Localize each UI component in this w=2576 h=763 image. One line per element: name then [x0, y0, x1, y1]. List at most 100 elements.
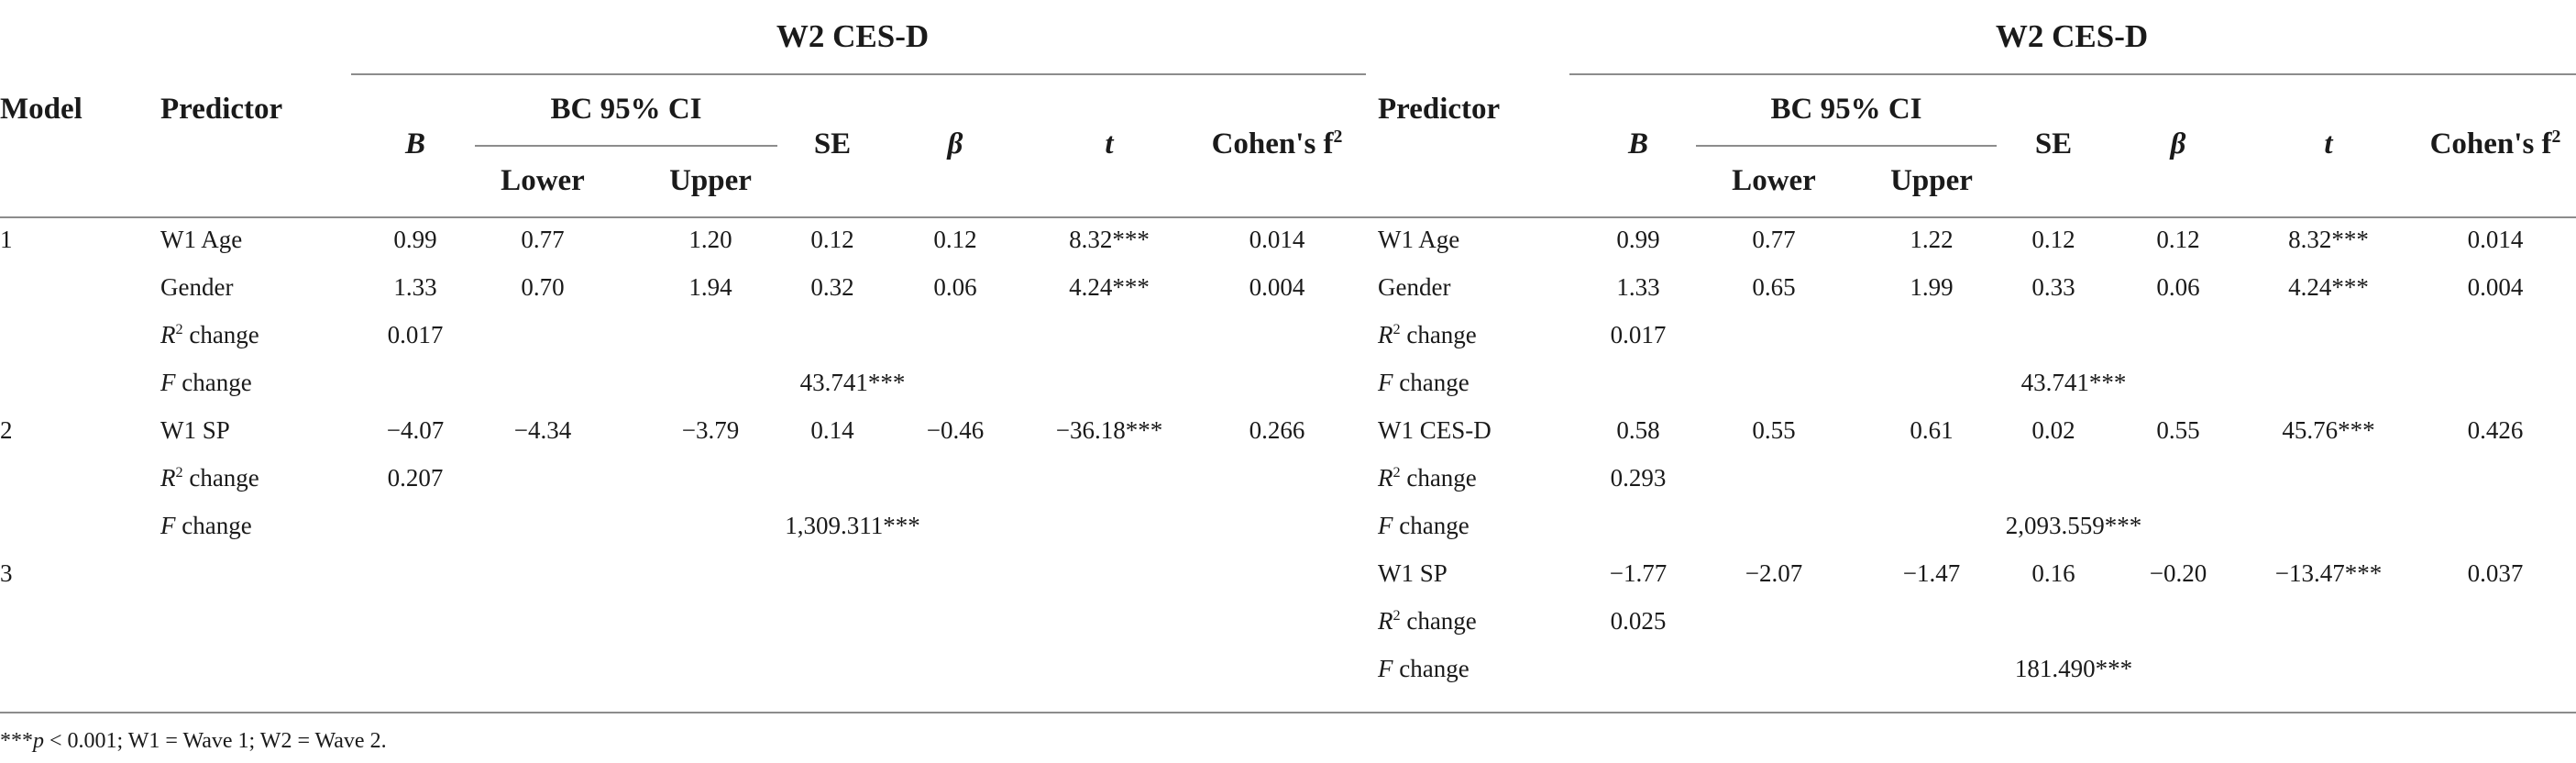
f-change-number-right: 2,093.559	[2005, 512, 2105, 539]
f-change-stars-right: ***	[2088, 369, 2127, 396]
cell-lower-left: −4.34	[513, 416, 572, 444]
header-t-right: t	[2324, 127, 2333, 160]
cell-f2-right: 0.004	[2467, 273, 2524, 301]
predictor-right: W1 CES-D	[1378, 416, 1492, 444]
f-change-value-right: 2,093.559***	[2006, 514, 2142, 538]
r2-rest-right: change	[1400, 607, 1477, 635]
f-letter-right: F	[1378, 512, 1393, 539]
cell-beta-left: 0.06	[933, 273, 977, 301]
model-number: 3	[0, 559, 13, 587]
cell-se-right: 0.12	[2031, 226, 2075, 253]
header-cohen-left: Cohen's f2	[1211, 127, 1343, 160]
header-lower-left: Lower	[501, 164, 585, 197]
header-cohen-sup-right: 2	[2551, 127, 2561, 147]
cell-t-left: 4.24***	[1069, 275, 1150, 300]
r2-value-right: 0.025	[1610, 607, 1667, 635]
cell-b-left: 1.33	[393, 273, 437, 301]
group-rule-right	[1569, 73, 2576, 75]
header-se-right: SE	[2034, 127, 2073, 160]
f-change-number-right: 181.490	[2014, 655, 2096, 682]
f-change-stars-right: ***	[2104, 512, 2142, 539]
f-rest-right: change	[1393, 369, 1470, 396]
r2-change-label-left: R2 change	[160, 465, 259, 491]
cell-beta-left: 0.12	[933, 226, 977, 253]
cell-upper-right: 1.22	[1910, 226, 1954, 253]
r2-change-label-right: R2 change	[1378, 321, 1477, 348]
cell-b-right: 0.58	[1616, 416, 1660, 444]
r2-change-label-left: R2 change	[160, 321, 259, 348]
f-change-label-right: F change	[1378, 514, 1470, 538]
header-lower-right: Lower	[1732, 164, 1816, 197]
header-cohen-right: Cohen's f2	[2429, 127, 2561, 160]
header-predictor-right: Predictor	[1378, 93, 1501, 126]
header-cohen-text-left: Cohen's f	[1211, 127, 1334, 160]
cell-lower-left: 0.70	[521, 273, 565, 301]
footnote-text: < 0.001; W1 = Wave 1; W2 = Wave 2.	[44, 729, 387, 753]
cell-f2-right: 0.014	[2467, 226, 2524, 253]
cell-se-right: 0.33	[2031, 273, 2075, 301]
cell-upper-right: 1.99	[1910, 273, 1954, 301]
cell-t-value-right: −13.47	[2274, 559, 2345, 587]
r2-letter-right: R	[1378, 607, 1393, 635]
cell-b-left: 0.99	[393, 226, 437, 253]
cell-t-right: 8.32***	[2288, 227, 2369, 252]
header-t-left: t	[1105, 127, 1114, 160]
f-change-stars-left: ***	[867, 369, 906, 396]
header-upper-right: Upper	[1890, 164, 1973, 197]
predictor-left: W1 SP	[160, 416, 230, 444]
cell-beta-right: 0.12	[2156, 226, 2200, 253]
cell-lower-left: 0.77	[521, 226, 565, 253]
r2-rest-right: change	[1400, 464, 1477, 492]
r2-rest-left: change	[182, 321, 259, 348]
cell-t-stars-left: ***	[1125, 416, 1163, 444]
cell-se-left: 0.14	[810, 416, 854, 444]
r2-value-right: 0.293	[1610, 464, 1667, 492]
r2-sup-right: 2	[1393, 464, 1401, 481]
cell-t-stars-right: ***	[2338, 416, 2375, 444]
cell-t-stars-right: ***	[2344, 559, 2383, 587]
predictor-left: Gender	[160, 273, 234, 301]
cell-upper-right: −1.47	[1902, 559, 1961, 587]
r2-sup-right: 2	[1393, 607, 1401, 624]
cell-beta-right: 0.06	[2156, 273, 2200, 301]
r2-value-right: 0.017	[1610, 321, 1667, 348]
cell-b-right: 0.99	[1616, 226, 1660, 253]
header-upper-left: Upper	[669, 164, 752, 197]
f-change-number-left: 1,309.311	[785, 512, 884, 539]
f-change-label-left: F change	[160, 514, 252, 538]
header-ci-right: BC 95% CI	[1770, 93, 1922, 126]
cell-t-value-left: 4.24	[1069, 273, 1113, 301]
r2-value-left: 0.207	[387, 464, 444, 492]
f-letter-right: F	[1378, 655, 1393, 682]
r2-change-label-right: R2 change	[1378, 464, 1477, 492]
cell-se-right: 0.02	[2031, 416, 2075, 444]
cell-t-value-right: 8.32	[2288, 226, 2332, 253]
f-change-label-left: F change	[160, 370, 252, 395]
ci-rule-left	[475, 145, 777, 147]
cell-upper-right: 0.61	[1910, 416, 1954, 444]
ci-rule-right	[1696, 145, 1997, 147]
f-change-stars-right: ***	[2095, 655, 2133, 682]
cell-t-stars-left: ***	[1112, 226, 1150, 253]
model-number: 2	[0, 416, 13, 444]
cell-f2-left: 0.266	[1249, 416, 1305, 444]
cell-se-right: 0.16	[2031, 559, 2075, 587]
cell-upper-left: 1.20	[688, 226, 732, 253]
r2-letter-right: R	[1378, 321, 1393, 348]
header-predictor-left: Predictor	[160, 93, 283, 126]
header-b-left: B	[404, 127, 426, 160]
header-cohen-text-right: Cohen's f	[2429, 127, 2552, 160]
f-change-number-right: 43.741	[2020, 369, 2089, 396]
cell-t-value-right: 4.24	[2288, 273, 2332, 301]
cell-t-right: −13.47***	[2275, 561, 2382, 586]
f-letter-left: F	[160, 369, 176, 396]
cell-se-left: 0.32	[810, 273, 854, 301]
header-ci-left: BC 95% CI	[550, 93, 702, 126]
r2-sup-left: 2	[175, 321, 183, 337]
header-model: Model	[0, 93, 83, 126]
f-letter-left: F	[160, 512, 176, 539]
cell-beta-right: 0.55	[2156, 416, 2200, 444]
header-bottom-rule	[0, 216, 2576, 218]
cell-t-right: 45.76***	[2282, 418, 2374, 443]
f-change-value-left: 1,309.311***	[785, 514, 920, 538]
